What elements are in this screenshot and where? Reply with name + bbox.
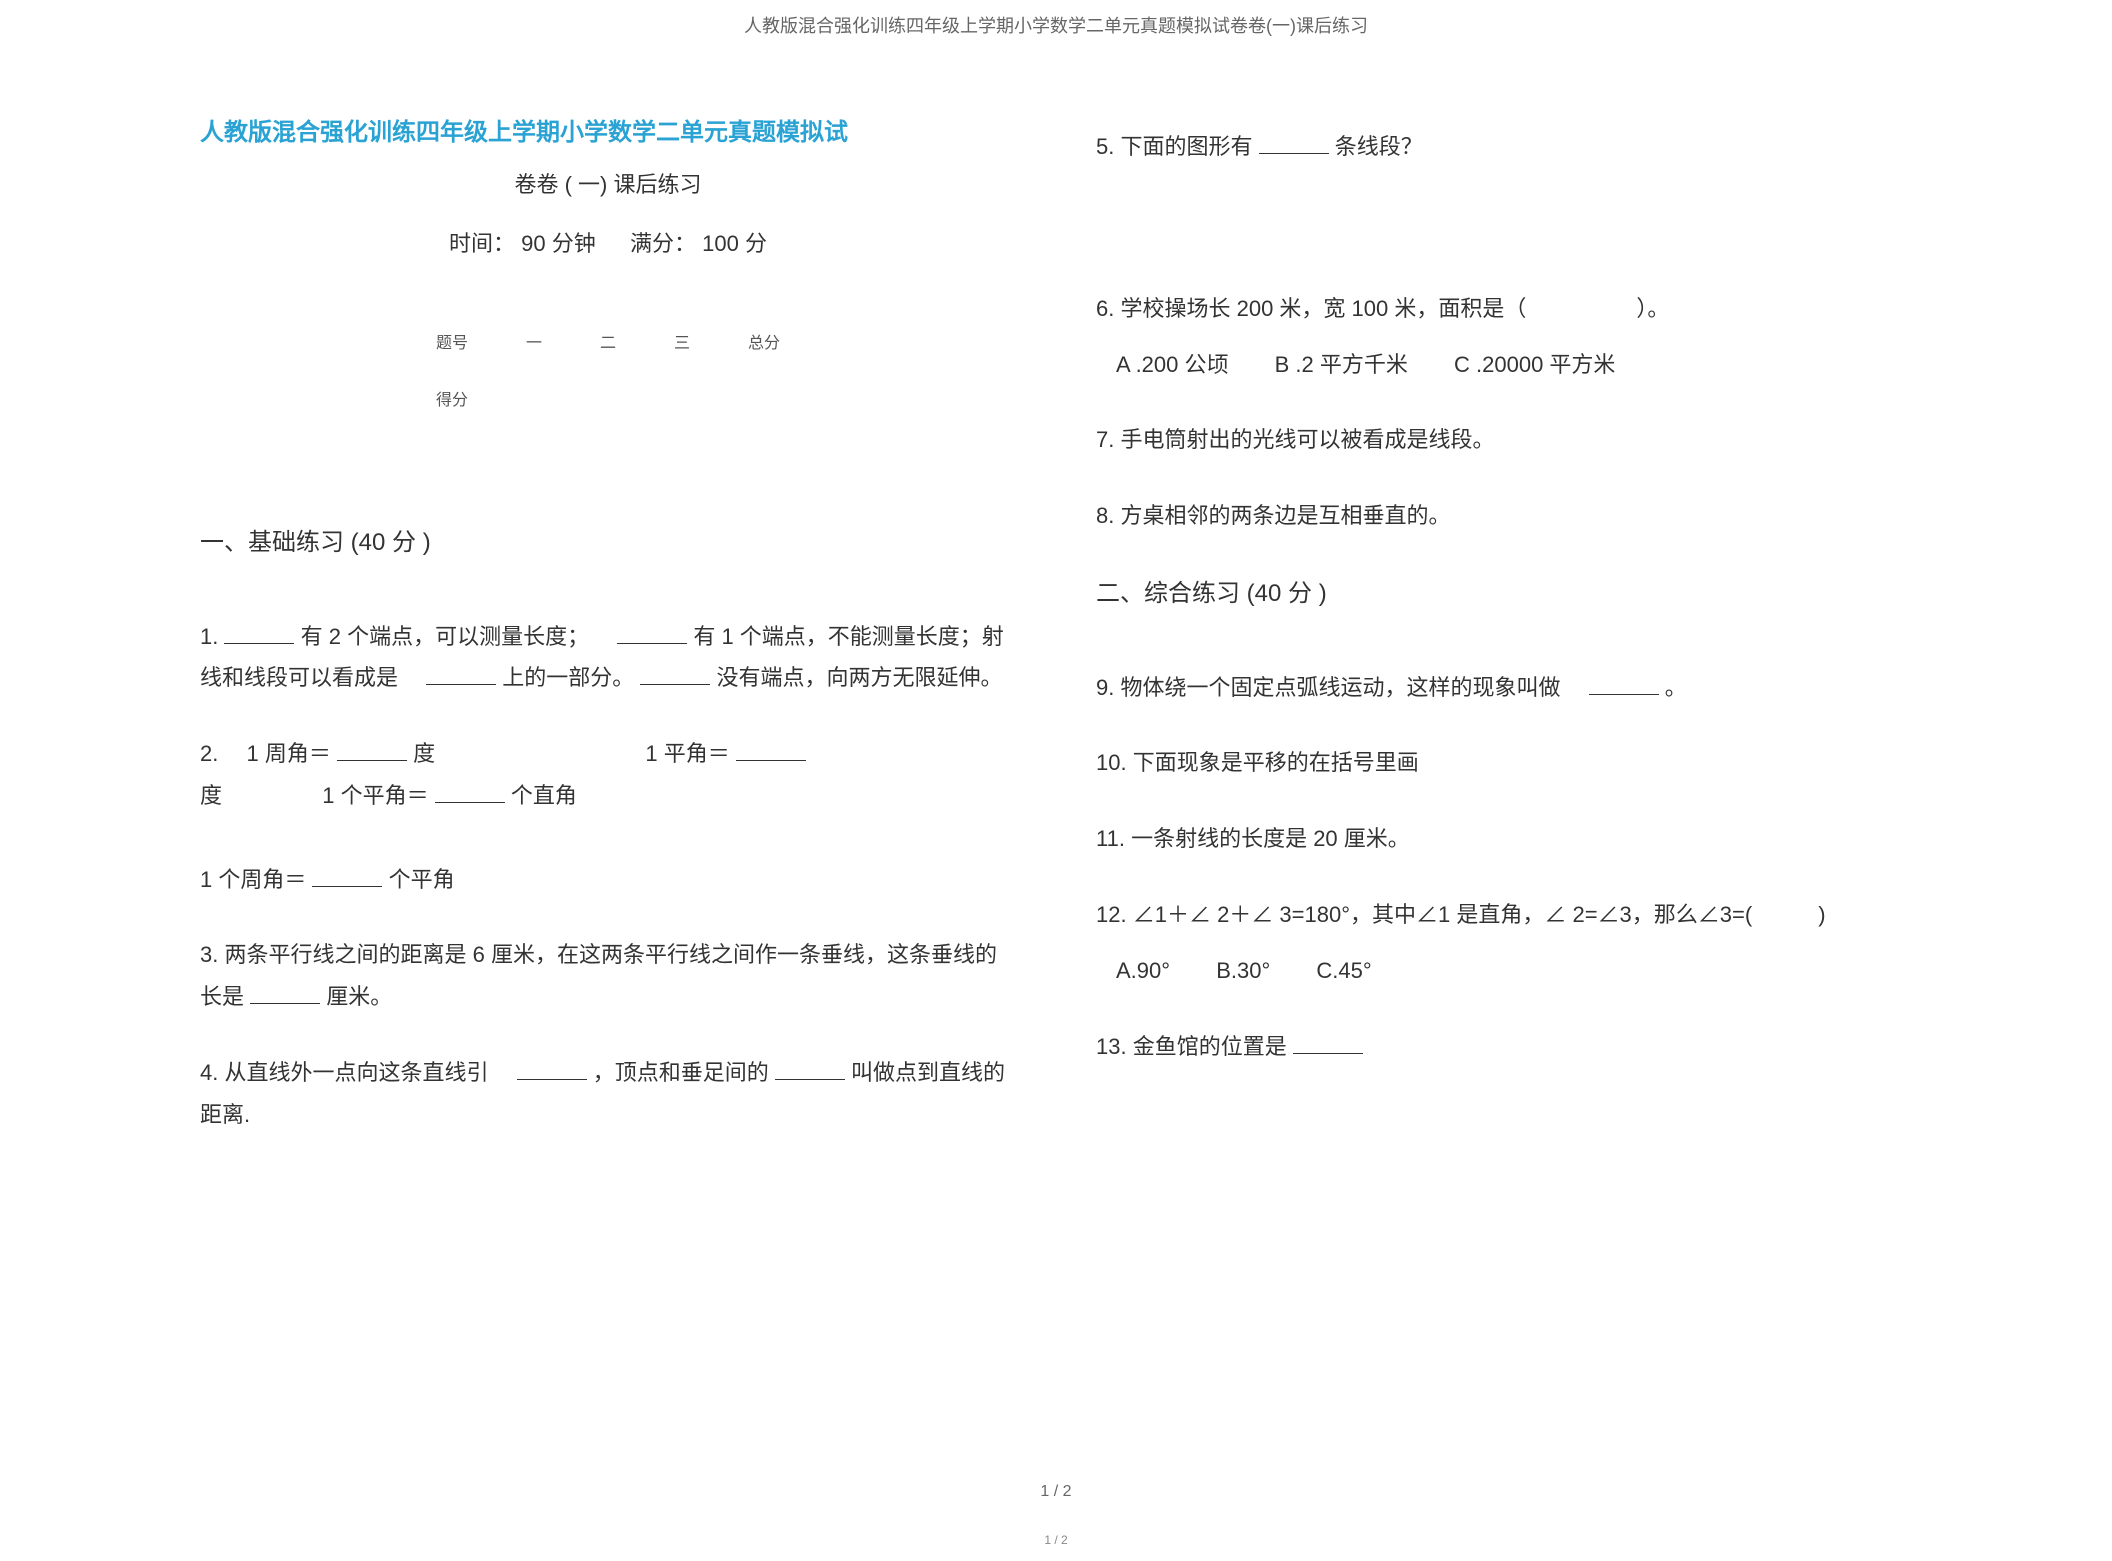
q-text: 下面的图形有 (1120, 134, 1252, 159)
time-score-line: 时间： 90 分钟 满分： 100 分 (200, 223, 1016, 265)
q-text: 有 2 个端点，可以测量长度； (301, 624, 589, 649)
blank[interactable] (250, 982, 320, 1004)
q-text: 。 (1665, 675, 1687, 700)
q-text: 度 (413, 741, 435, 766)
blank[interactable] (435, 781, 505, 803)
page-number-small: 1 / 2 (1044, 1533, 1067, 1547)
options: A .200 公顷 B .2 平方千米 C .20000 平方米 (1116, 344, 1912, 386)
blank[interactable] (312, 865, 382, 887)
option-c[interactable]: C .20000 平方米 (1454, 352, 1615, 377)
option-b[interactable]: B.30° (1216, 958, 1270, 983)
score-table: 题号 一 二 三 总分 得分 (406, 315, 810, 430)
option-a[interactable]: A.90° (1116, 958, 1170, 983)
option-b[interactable]: B .2 平方千米 (1275, 352, 1408, 377)
question-9: 9. 物体绕一个固定点弧线运动，这样的现象叫做 。 (1096, 667, 1912, 709)
q-text: 没有端点，向两方无限延伸。 (717, 665, 1003, 690)
table-row: 得分 (408, 374, 808, 428)
table-cell: 得分 (408, 374, 496, 428)
q-text: 两条平行线之间的距离是 6 厘米，在这两条平行线之间作一条垂线，这条垂线的长是 (200, 942, 997, 1009)
time-value: 90 分钟 (521, 231, 596, 256)
table-row: 题号 一 二 三 总分 (408, 317, 808, 371)
q-text: 度 (200, 783, 222, 808)
score-label: 满分： (630, 231, 696, 256)
question-2: 2. 1 周角＝ 度 1 平角＝ 度 1 个平角＝ 个直角 1 个周角＝ 个平角 (200, 733, 1016, 900)
q-text: 1 个平角＝ (322, 783, 428, 808)
q-text: 学校操场长 200 米，宽 100 米，面积是（ ）。 (1120, 296, 1669, 321)
question-1: 1. 有 2 个端点，可以测量长度； 有 1 个端点，不能测量长度；射线和线段可… (200, 616, 1016, 700)
right-column: 5. 下面的图形有 条线段？ 6. 学校操场长 200 米，宽 100 米，面积… (1096, 110, 1912, 1170)
q-text: 1 平角＝ (645, 741, 729, 766)
q-num: 10. (1096, 750, 1127, 775)
q-text: 方桌相邻的两条边是互相垂直的。 (1120, 503, 1450, 528)
left-column: 人教版混合强化训练四年级上学期小学数学二单元真题模拟试 卷卷 ( 一) 课后练习… (200, 110, 1016, 1170)
blank[interactable] (617, 622, 687, 644)
blank[interactable] (224, 622, 294, 644)
q-text: 金鱼馆的位置是 (1133, 1034, 1287, 1059)
question-7: 7. 手电筒射出的光线可以被看成是线段。 (1096, 419, 1912, 461)
table-cell: 题号 (408, 317, 496, 371)
q-num: 3. (200, 942, 218, 967)
question-8: 8. 方桌相邻的两条边是互相垂直的。 (1096, 495, 1912, 537)
page-number: 1 / 2 (1040, 1483, 1071, 1501)
blank[interactable] (1293, 1032, 1363, 1054)
q-num: 11. (1096, 826, 1125, 851)
title-main: 人教版混合强化训练四年级上学期小学数学二单元真题模拟试 (200, 110, 1016, 156)
table-cell: 总分 (720, 317, 808, 371)
q-text: ∠1＋∠ 2＋∠ 3=180°，其中∠1 是直角，∠ 2=∠3，那么∠3=( ) (1133, 902, 1826, 927)
table-cell: 二 (572, 317, 644, 371)
q-text: 条线段？ (1335, 134, 1423, 159)
question-3: 3. 两条平行线之间的距离是 6 厘米，在这两条平行线之间作一条垂线，这条垂线的… (200, 934, 1016, 1018)
q-num: 1. (200, 624, 218, 649)
question-5: 5. 下面的图形有 条线段？ (1096, 126, 1912, 168)
q-text: 厘米。 (326, 984, 392, 1009)
q-num: 12. (1096, 902, 1127, 927)
q-num: 2. (200, 741, 218, 766)
table-cell: 一 (498, 317, 570, 371)
q-text: 上的一部分。 (502, 665, 634, 690)
section-1-title: 一、基础练习 (40 分 ) (200, 520, 1016, 566)
q-text: 一条射线的长度是 20 厘米。 (1131, 826, 1410, 851)
question-11: 11. 一条射线的长度是 20 厘米。 (1096, 818, 1912, 860)
question-12: 12. ∠1＋∠ 2＋∠ 3=180°，其中∠1 是直角，∠ 2=∠3，那么∠3… (1096, 894, 1912, 992)
blank[interactable] (426, 663, 496, 685)
q-text: 1 个周角＝ (200, 867, 306, 892)
q-text: 从直线外一点向这条直线引 (224, 1060, 488, 1085)
q-num: 4. (200, 1060, 218, 1085)
q-num: 13. (1096, 1034, 1127, 1059)
options: A.90° B.30° C.45° (1116, 950, 1912, 992)
question-10: 10. 下面现象是平移的在括号里画 (1096, 742, 1912, 784)
blank[interactable] (1589, 673, 1659, 695)
q-num: 7. (1096, 427, 1114, 452)
q-num: 5. (1096, 134, 1114, 159)
blank[interactable] (517, 1058, 587, 1080)
blank[interactable] (1259, 132, 1329, 154)
q-text: ，顶点和垂足间的 (593, 1060, 769, 1085)
q-num: 8. (1096, 503, 1114, 528)
blank[interactable] (775, 1058, 845, 1080)
question-13: 13. 金鱼馆的位置是 (1096, 1026, 1912, 1068)
option-c[interactable]: C.45° (1316, 958, 1371, 983)
q-num: 6. (1096, 296, 1114, 321)
table-cell: 三 (646, 317, 718, 371)
question-6: 6. 学校操场长 200 米，宽 100 米，面积是（ ）。 A .200 公顷… (1096, 288, 1912, 386)
section-2-title: 二、综合练习 (40 分 ) (1096, 571, 1912, 617)
q-text: 物体绕一个固定点弧线运动，这样的现象叫做 (1120, 675, 1560, 700)
time-label: 时间： (449, 231, 515, 256)
q-text: 1 周角＝ (246, 741, 330, 766)
q-text: 个直角 (511, 783, 577, 808)
content-wrapper: 人教版混合强化训练四年级上学期小学数学二单元真题模拟试 卷卷 ( 一) 课后练习… (0, 50, 2112, 1190)
page-header: 人教版混合强化训练四年级上学期小学数学二单元真题模拟试卷卷(一)课后练习 (0, 0, 2112, 50)
title-sub: 卷卷 ( 一) 课后练习 (200, 164, 1016, 206)
blank[interactable] (736, 739, 806, 761)
blank[interactable] (337, 739, 407, 761)
blank[interactable] (640, 663, 710, 685)
score-value: 100 分 (702, 231, 767, 256)
q-text: 下面现象是平移的在括号里画 (1133, 750, 1419, 775)
q-text: 个平角 (389, 867, 455, 892)
q-text: 手电筒射出的光线可以被看成是线段。 (1120, 427, 1494, 452)
question-4: 4. 从直线外一点向这条直线引 ，顶点和垂足间的 叫做点到直线的距离. (200, 1052, 1016, 1136)
q-num: 9. (1096, 675, 1114, 700)
option-a[interactable]: A .200 公顷 (1116, 352, 1229, 377)
